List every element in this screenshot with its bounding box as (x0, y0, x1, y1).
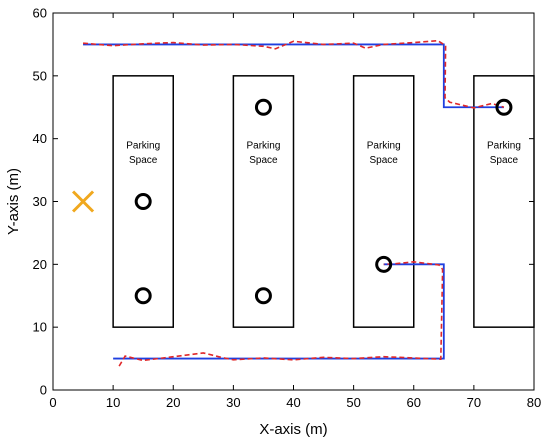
x-tick-label: 40 (286, 395, 300, 410)
parking-space-2 (232, 75, 295, 328)
x-tick-label: 80 (527, 395, 541, 410)
y-tick-label: 20 (33, 257, 47, 272)
y-tick-label: 0 (40, 383, 47, 398)
target-circle-marker (495, 98, 513, 116)
x-tick-label: 50 (346, 395, 360, 410)
axes: 0 10 20 30 40 50 60 70 80 0 10 20 30 40 50 60 (33, 6, 542, 411)
target-circle-marker (254, 287, 272, 305)
y-tick-label: 10 (33, 320, 47, 335)
x-tick-label: 20 (166, 395, 180, 410)
parking-space-label: Parking (367, 141, 401, 152)
parking-space-label: Parking (246, 141, 280, 152)
parking-space-label: Space (249, 155, 278, 166)
y-axis-label: Y-axis (m) (5, 168, 22, 235)
y-tick-label: 40 (33, 131, 47, 146)
x-tick-label: 70 (467, 395, 481, 410)
x-tick-label: 0 (49, 395, 56, 410)
parking-space-label: Parking (126, 141, 160, 152)
x-tick-label: 60 (407, 395, 421, 410)
parking-space-label: Space (490, 155, 519, 166)
parking-space-label: Space (370, 155, 399, 166)
target-circle-marker (134, 193, 152, 210)
dashed-trajectory-line (118, 261, 444, 367)
target-circle-marker (254, 98, 272, 116)
x-tick-label: 30 (226, 395, 240, 410)
y-tick-label: 60 (33, 6, 47, 21)
parking-space-label: Space (129, 155, 158, 166)
x-tick-label: 10 (106, 395, 120, 410)
parking-space-1 (112, 75, 174, 328)
target-circle-marker (375, 255, 393, 273)
start-cross-marker (72, 190, 95, 213)
parking-space-3 (352, 75, 415, 328)
dashed-trajectory-line (82, 39, 505, 109)
target-circle-marker (134, 287, 152, 305)
parking-space-label: Parking (487, 141, 521, 152)
x-axis-label: X-axis (m) (259, 421, 327, 438)
plot-area: Parking Space Parking Space Parking Space Park… (72, 39, 535, 367)
y-tick-label: 50 (33, 68, 47, 83)
planned-path-line (113, 263, 445, 360)
y-tick-label: 30 (33, 194, 47, 209)
